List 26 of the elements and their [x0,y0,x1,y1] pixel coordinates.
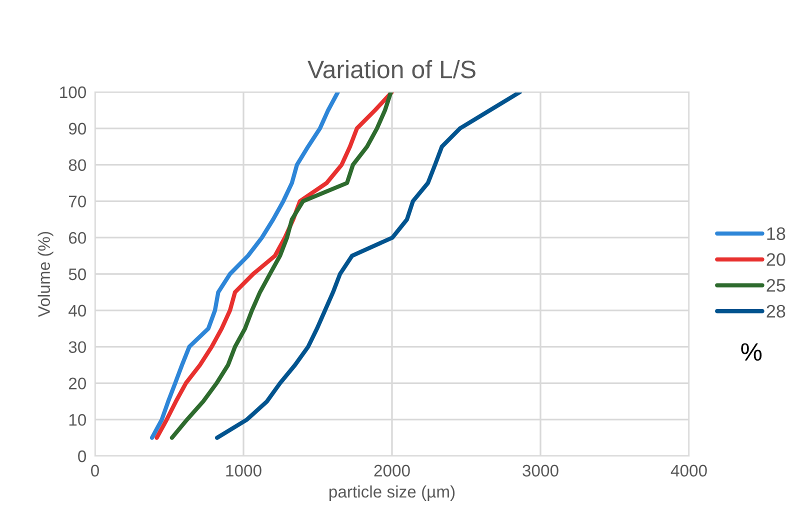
y-tick-label: 50 [68,268,86,280]
y-tick-label: 100 [60,86,86,98]
legend-label: 18 [767,227,786,240]
y-axis-title: Volume (%) [38,232,54,317]
chart-title: Variation of L/S [308,60,476,78]
line-series [150,92,340,440]
y-tick-label: 20 [68,378,86,390]
x-tick-label: 4000 [670,464,707,477]
y-tick-label: 90 [68,122,86,135]
y-tick-label: 30 [68,341,86,354]
y-tick-label: 60 [68,232,86,244]
y-tick-label: 40 [68,304,86,317]
text: % [741,343,762,361]
legend-label: 25 [766,278,786,292]
y-tick-label: 10 [69,414,86,426]
x-tick-label: 1000 [226,464,262,477]
y-tick-label: 0 [78,450,86,462]
x-tick-label: 2000 [374,464,410,477]
y-tick-label: 70 [68,196,86,208]
y-tick-label: 80 [68,159,86,172]
x-tick-label: 0 [91,464,99,477]
legend-label: 28 [766,304,786,318]
line-series [214,92,522,440]
x-tick-label: 3000 [522,464,558,477]
x-axis-title: particle size (µm) [329,485,455,501]
legend-label: 20 [766,253,786,266]
